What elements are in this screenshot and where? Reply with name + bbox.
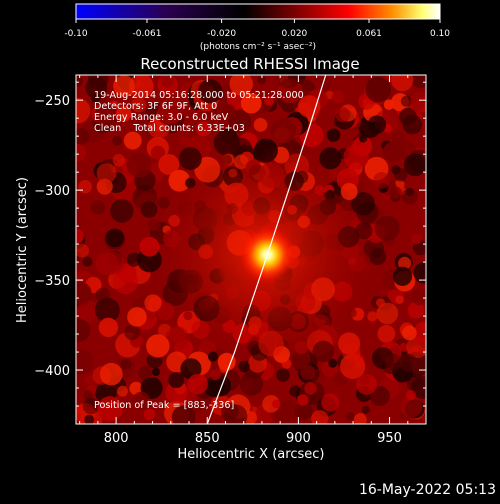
plot-frame: [75, 74, 427, 425]
y-tick-label: −400: [34, 364, 70, 379]
solar-limb-curve: [206, 75, 327, 424]
colorbar-units-label: (photons cm⁻² s⁻¹ asec⁻²): [200, 42, 316, 52]
colorbar-tick-label: 0.020: [282, 29, 308, 39]
annotation-line-4: Clean Total counts: 6.33E+03: [94, 123, 245, 134]
footer-timestamp: 16-May-2022 05:13: [359, 482, 496, 498]
x-tick-label: 800: [104, 431, 129, 446]
annotation-line-2: Detectors: 3F 6F 9F, Att 0: [94, 101, 217, 112]
x-tick-label: 900: [286, 431, 311, 446]
y-tick-label: −250: [34, 94, 70, 109]
x-tick-label: 950: [377, 431, 402, 446]
heatmap-image: [76, 75, 426, 424]
colorbar-ticks: -0.10 -0.061 -0.020 0.020 0.061 0.10: [64, 19, 450, 39]
y-tick-label: −300: [34, 184, 70, 199]
colorbar-tick-label: 0.10: [430, 29, 450, 39]
colorbar-tick-label: -0.061: [132, 29, 161, 39]
axis-ticks: 800 850 900 950 −250 −300 −350 −400: [34, 75, 427, 446]
colorbar-tick-label: 0.061: [356, 29, 382, 39]
peak-position-label: Position of Peak = [883,-336]: [94, 400, 234, 411]
annotation-line-3: Energy Range: 3.0 - 6.0 keV: [94, 112, 229, 123]
colorbar: [76, 4, 440, 19]
colorbar-tick-label: -0.020: [207, 29, 236, 39]
annotation-line-1: 19-Aug-2014 05:16:28.000 to 05:21:28.000: [94, 90, 304, 101]
chart-title: Reconstructed RHESSI Image: [140, 55, 359, 73]
colorbar-tick-label: -0.10: [64, 29, 88, 39]
x-axis-label: Heliocentric X (arcsec): [178, 447, 325, 462]
y-tick-label: −350: [34, 274, 70, 289]
y-axis-label: Heliocentric Y (arcsec): [15, 177, 30, 323]
x-tick-label: 850: [195, 431, 220, 446]
